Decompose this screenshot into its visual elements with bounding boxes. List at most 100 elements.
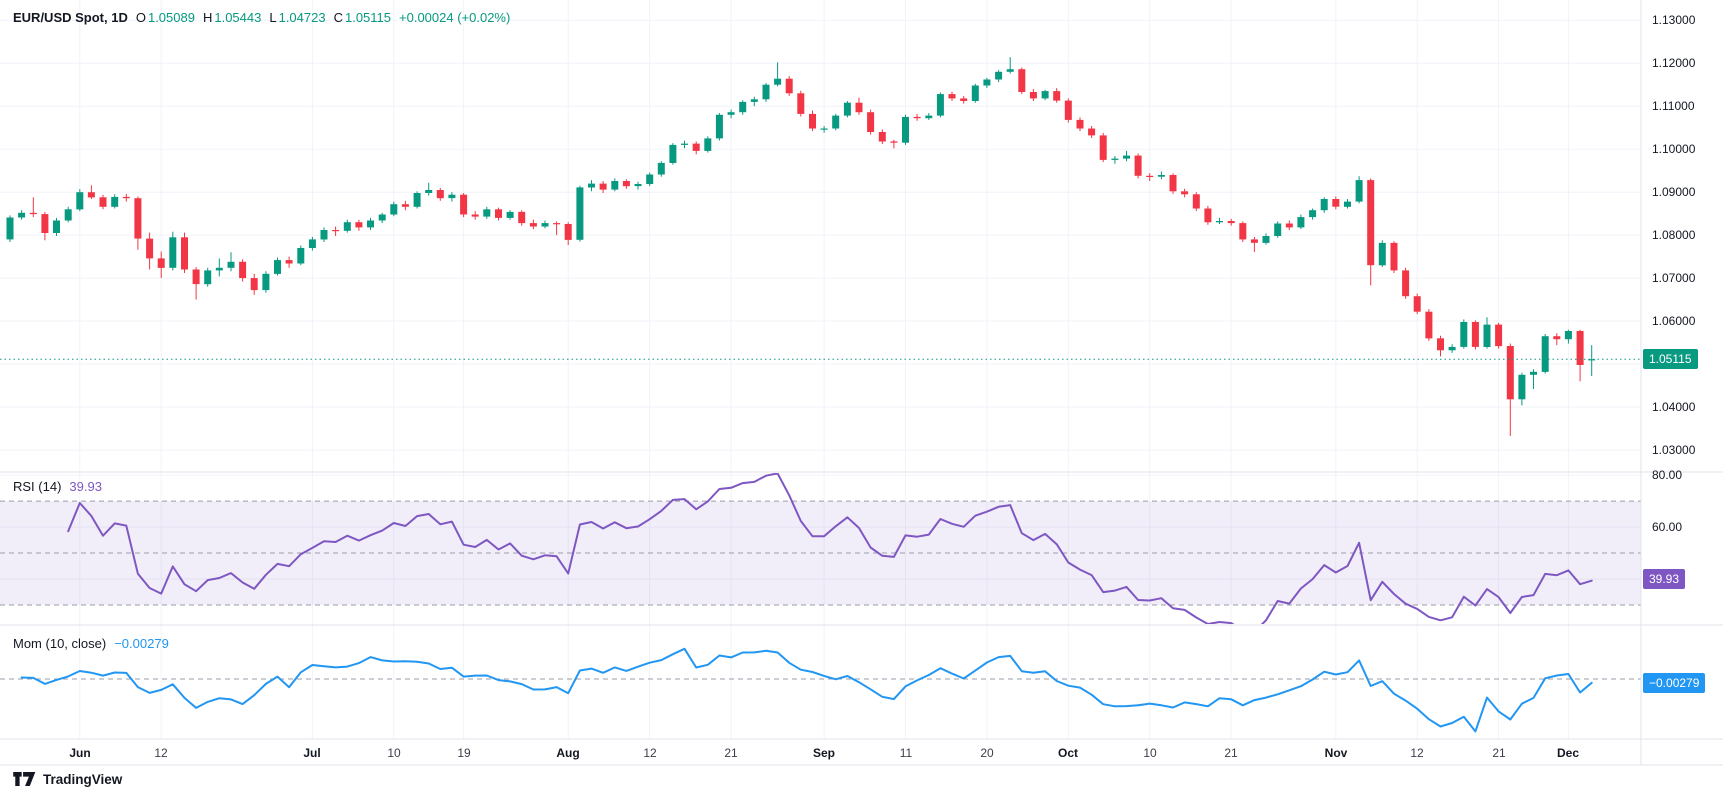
time-axis-label: Jun [69,746,91,760]
ohlc-high: H 1.05443 [202,10,262,25]
candle-body [1506,346,1514,400]
candle-body [6,217,14,240]
candle-body [355,222,363,228]
candle-body [890,141,898,143]
candle-body [564,224,572,240]
candle-body [1169,175,1177,192]
chart-canvas[interactable] [0,0,1723,768]
candle-body [308,239,316,248]
candle-body [343,222,351,231]
candle-body [1530,371,1537,375]
candle-body [1518,374,1526,400]
candle-body [157,258,165,268]
tradingview-logo[interactable]: TradingView [13,771,122,787]
mom-value: −0.00279 [114,636,169,651]
candle-body [774,78,782,85]
candle-body [297,248,305,264]
candle-body [1344,201,1351,207]
candle-body [936,94,944,116]
candle-body [1111,158,1119,160]
candle-body [750,99,758,102]
candle-body [215,267,223,271]
candle-body [1553,336,1561,340]
candle-body [1053,91,1061,101]
candle-body [483,209,491,217]
rsi-axis-label: 80.00 [1652,468,1683,482]
time-axis-label: 12 [154,746,168,760]
candle-body [1204,208,1212,223]
candle-body [1483,324,1491,347]
symbol-legend[interactable]: EUR/USD Spot, 1D O 1.05089 H 1.05443 L 1.04… [13,10,510,25]
candle-body [99,197,107,207]
candle-body [622,181,630,187]
candle-body [1029,92,1037,99]
ohlc-open: O 1.05089 [135,10,195,25]
time-axis-label: Sep [812,746,836,760]
candle-body [727,112,735,115]
candle-body [285,260,293,264]
candle-body [1437,338,1444,351]
candle-body [1262,236,1270,243]
candle-body [1076,119,1084,129]
time-axis-label: Oct [1057,746,1079,760]
candle-body [867,112,875,132]
candle-body [169,237,177,268]
candle-body [413,193,421,207]
time-axis-label: 12 [643,746,657,760]
last-price-badge: 1.05115 [1643,349,1698,369]
candle-body [29,212,37,215]
time-axis-label: 12 [1410,746,1424,760]
candle-body [1541,336,1549,372]
symbol-title: EUR/USD Spot, 1D [13,10,128,25]
candle-body [448,194,456,199]
candle-body [611,181,619,190]
candle-body [76,192,84,210]
ohlc-close: C 1.05115 [333,10,392,25]
candle-body [1041,91,1049,99]
candle-body [262,273,270,291]
candle-body [1332,199,1340,207]
candle-body [401,204,409,207]
price-axis-label: 1.06000 [1652,314,1696,328]
candle-body [995,71,1003,80]
mom-legend[interactable]: Mom (10, close) −0.00279 [13,636,169,651]
candle-body [1355,180,1363,202]
candle-body [1320,199,1328,211]
candle-body [495,209,502,218]
price-axis-label: 1.11000 [1652,99,1695,113]
tradingview-logo-text: TradingView [43,771,123,787]
candle-body [1495,324,1503,347]
candle-body [134,198,142,239]
candle-body [367,220,374,228]
time-axis-label: 19 [457,746,471,760]
change-value: +0.00024 (+0.02%) [399,10,511,25]
rsi-legend[interactable]: RSI (14) 39.93 [13,479,102,494]
time-axis-label: 10 [387,746,401,760]
time-axis-label: 20 [980,746,994,760]
candle-body [553,223,561,225]
candle-body [669,144,677,163]
candle-body [1471,322,1479,347]
candle-body [518,211,526,224]
candle-body [1099,135,1107,160]
candle-body [41,214,49,233]
candle-body [1576,331,1584,365]
candle-body [809,113,816,129]
candle-body [250,278,258,291]
candle-body [320,230,328,240]
candle-body [1285,223,1293,228]
candle-body [1309,210,1317,218]
time-axis-label: Aug [556,746,580,760]
candle-body [1018,69,1026,92]
tradingview-logo-icon [13,771,36,787]
candle-body [1006,69,1014,72]
candle-body [1564,331,1572,340]
candle-body [692,143,700,151]
rsi-axis-label: 60.00 [1652,520,1683,534]
candle-body [146,238,154,259]
candle-body [704,138,712,151]
candle-body [192,269,200,285]
candle-body [878,132,886,142]
candle-body [1123,155,1130,159]
